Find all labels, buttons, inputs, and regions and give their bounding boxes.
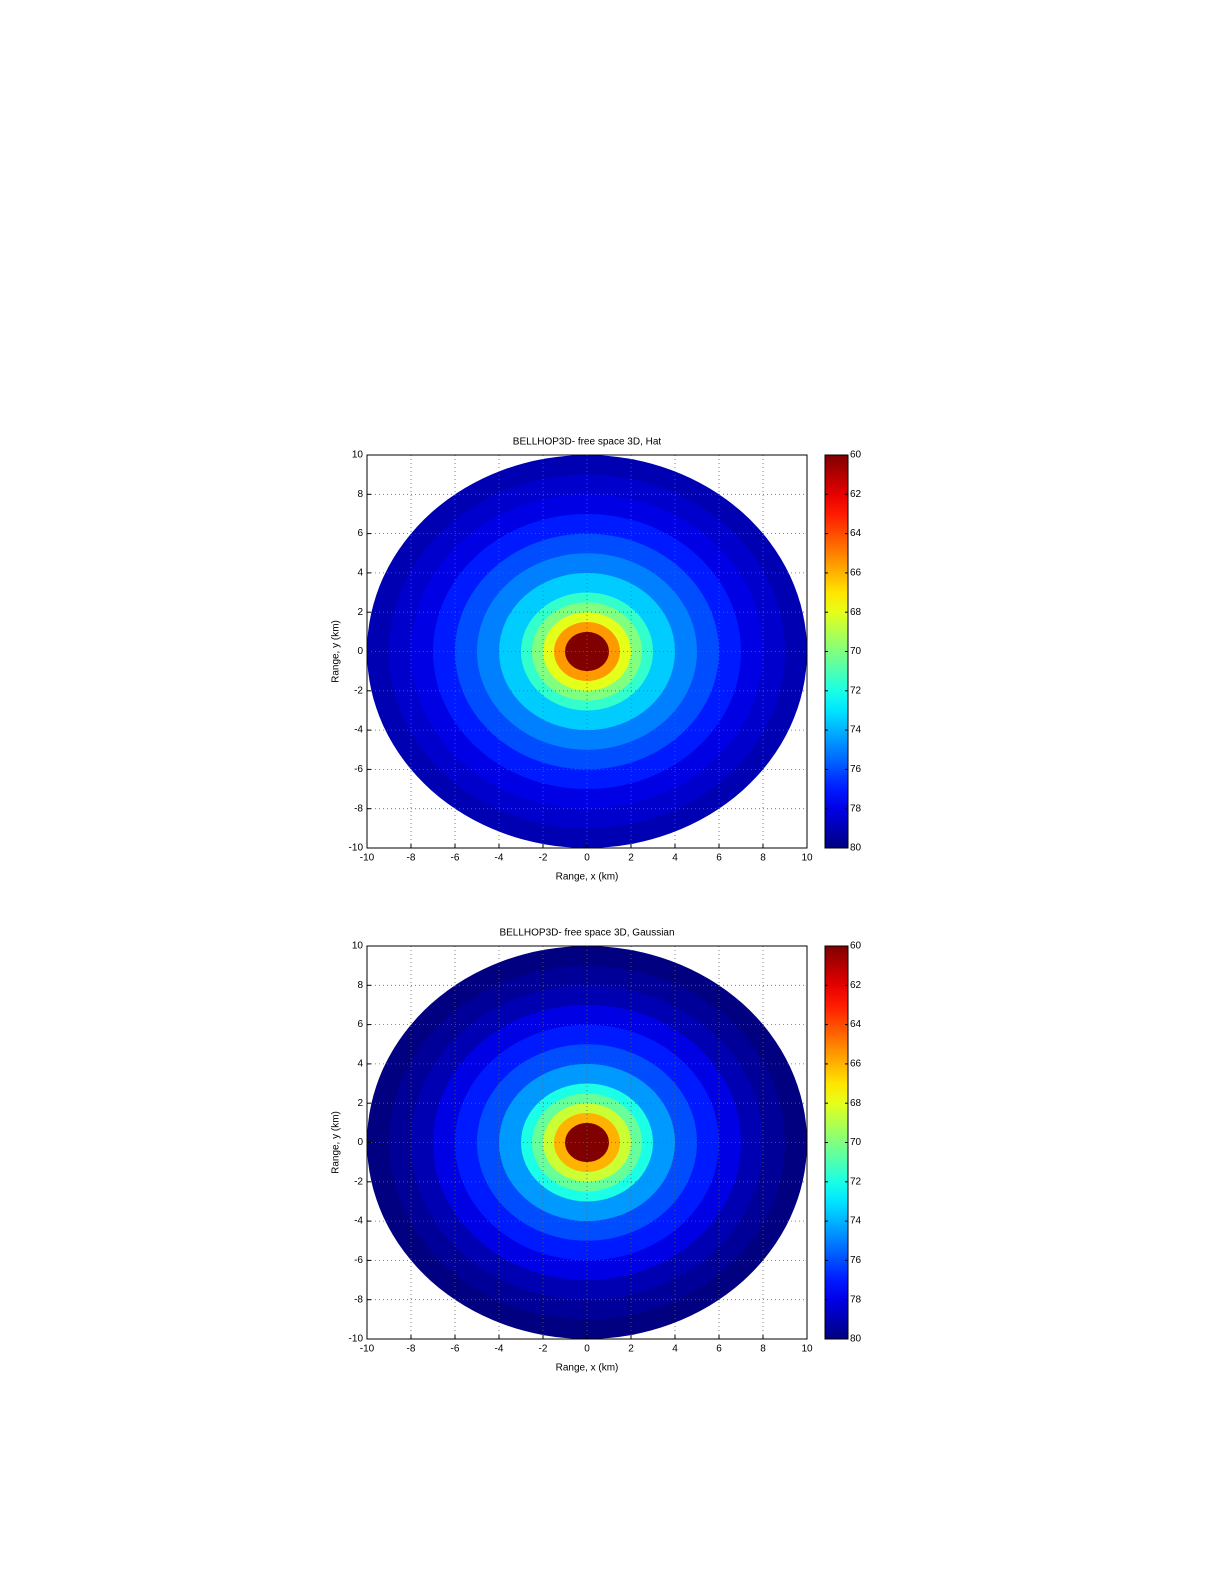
x-axis-label: Range, x (km) bbox=[556, 1363, 619, 1374]
x-tick-label: 4 bbox=[672, 1344, 678, 1355]
x-tick-label: 2 bbox=[628, 853, 634, 864]
x-tick-label: 10 bbox=[801, 1344, 813, 1355]
y-tick-label: 0 bbox=[357, 646, 363, 657]
y-tick-label: -4 bbox=[354, 1216, 363, 1227]
chart-title: BELLHOP3D- free space 3D, Hat bbox=[513, 437, 662, 448]
x-tick-label: 2 bbox=[628, 1344, 634, 1355]
colorbar-tick-label: 74 bbox=[850, 725, 862, 736]
axes-frame bbox=[366, 454, 808, 849]
y-tick-label: 0 bbox=[357, 1137, 363, 1148]
colorbar-tick-label: 64 bbox=[850, 1019, 862, 1030]
x-axis-label: Range, x (km) bbox=[556, 872, 619, 883]
y-tick-label: 4 bbox=[357, 1059, 363, 1070]
y-tick-label: -2 bbox=[354, 1176, 363, 1187]
y-tick-label: 10 bbox=[352, 941, 364, 952]
y-tick-label: 8 bbox=[357, 980, 363, 991]
chart-title: BELLHOP3D- free space 3D, Gaussian bbox=[499, 928, 674, 939]
x-tick-label: 8 bbox=[760, 853, 766, 864]
y-tick-label: -10 bbox=[349, 1334, 364, 1345]
colorbar-tick-label: 60 bbox=[850, 450, 862, 461]
y-tick-label: 2 bbox=[357, 607, 363, 618]
y-axis-label: Range, y (km) bbox=[331, 1111, 342, 1174]
x-tick-label: -4 bbox=[495, 1344, 504, 1355]
colorbar-tick-label: 62 bbox=[850, 980, 862, 991]
y-tick-label: 8 bbox=[357, 489, 363, 500]
y-tick-label: -8 bbox=[354, 803, 363, 814]
x-tick-label: 4 bbox=[672, 853, 678, 864]
colorbar-tick-label: 62 bbox=[850, 489, 862, 500]
plot: BELLHOP3D- free space 3D, Gaussian Range,… bbox=[331, 928, 862, 1374]
y-tick-label: -6 bbox=[354, 1255, 363, 1266]
colorbar-tick-label: 68 bbox=[850, 607, 862, 618]
colorbar-tick-label: 78 bbox=[850, 803, 862, 814]
y-tick-label: -2 bbox=[354, 685, 363, 696]
colorbar-tick-label: 70 bbox=[850, 646, 862, 657]
y-tick-label: -6 bbox=[354, 764, 363, 775]
colorbar-tick-label: 60 bbox=[850, 941, 862, 952]
x-tick-label: -6 bbox=[451, 1344, 460, 1355]
colorbar-tick-label: 72 bbox=[850, 1176, 862, 1187]
y-axis-label: Range, y (km) bbox=[331, 620, 342, 683]
colorbar-tick-label: 66 bbox=[850, 1059, 862, 1070]
x-tick-label: -10 bbox=[360, 853, 375, 864]
colorbar-tick-label: 64 bbox=[850, 528, 862, 539]
x-tick-label: -4 bbox=[495, 853, 504, 864]
colorbar-tick-label: 70 bbox=[850, 1137, 862, 1148]
x-tick-label: 6 bbox=[716, 853, 722, 864]
x-tick-label: 8 bbox=[760, 1344, 766, 1355]
colorbar bbox=[824, 454, 849, 849]
x-tick-label: 0 bbox=[584, 1344, 590, 1355]
y-tick-label: -8 bbox=[354, 1294, 363, 1305]
y-tick-label: 2 bbox=[357, 1098, 363, 1109]
axes-frame bbox=[366, 945, 808, 1340]
y-tick-label: -4 bbox=[354, 725, 363, 736]
x-tick-label: 10 bbox=[801, 853, 813, 864]
colorbar-tick-label: 66 bbox=[850, 568, 862, 579]
x-tick-label: -6 bbox=[451, 853, 460, 864]
plot: BELLHOP3D- free space 3D, Hat Range, x (k… bbox=[331, 437, 862, 883]
y-tick-label: -10 bbox=[349, 843, 364, 854]
colorbar-tick-label: 72 bbox=[850, 685, 862, 696]
colorbar-tick-label: 78 bbox=[850, 1294, 862, 1305]
y-tick-label: 10 bbox=[352, 450, 364, 461]
y-tick-label: 6 bbox=[357, 528, 363, 539]
y-tick-label: 4 bbox=[357, 568, 363, 579]
x-tick-label: -8 bbox=[407, 853, 416, 864]
colorbar-tick-label: 76 bbox=[850, 1255, 862, 1266]
x-tick-label: 6 bbox=[716, 1344, 722, 1355]
colorbar-tick-label: 74 bbox=[850, 1216, 862, 1227]
colorbar-tick-label: 80 bbox=[850, 843, 862, 854]
colorbar-tick-label: 68 bbox=[850, 1098, 862, 1109]
colorbar bbox=[824, 945, 849, 1340]
x-tick-label: -2 bbox=[539, 1344, 548, 1355]
x-tick-label: -8 bbox=[407, 1344, 416, 1355]
colorbar-tick-label: 80 bbox=[850, 1334, 862, 1345]
x-tick-label: -2 bbox=[539, 853, 548, 864]
y-tick-label: 6 bbox=[357, 1019, 363, 1030]
x-tick-label: -10 bbox=[360, 1344, 375, 1355]
x-tick-label: 0 bbox=[584, 853, 590, 864]
colorbar-tick-label: 76 bbox=[850, 764, 862, 775]
